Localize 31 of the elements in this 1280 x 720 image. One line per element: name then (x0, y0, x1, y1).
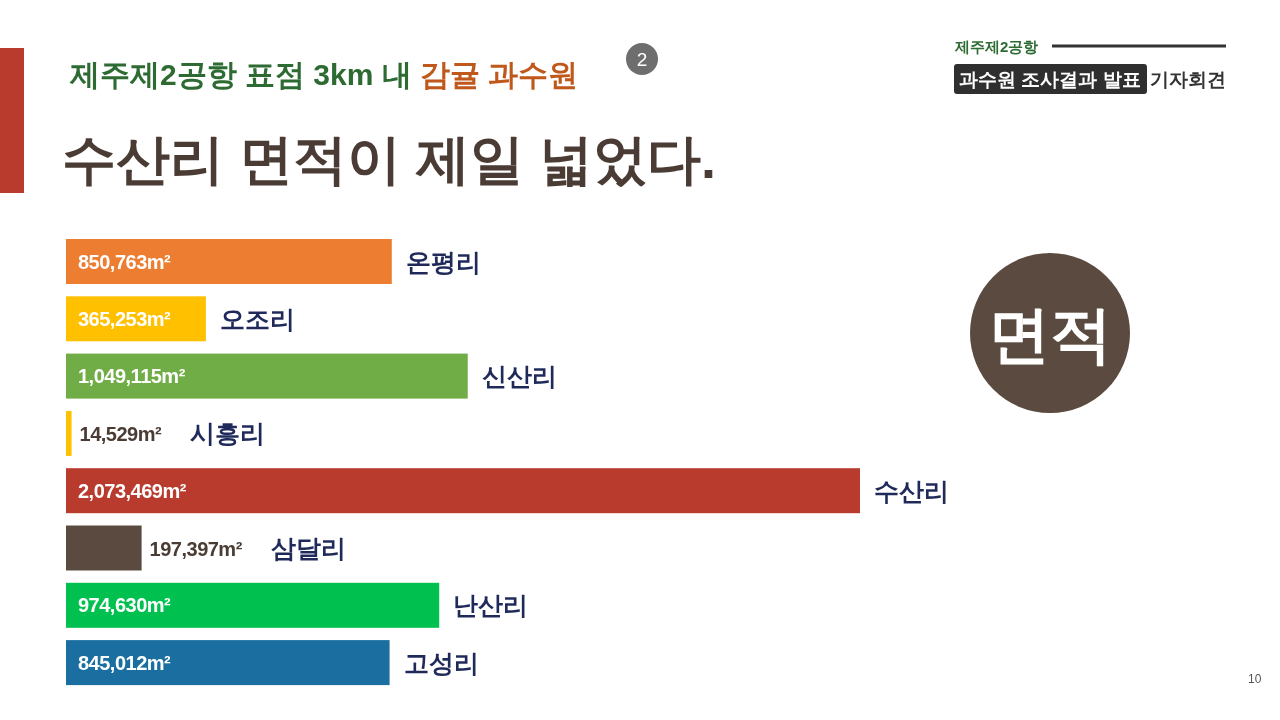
data-label: 850,763m² (78, 250, 172, 273)
y-tick-label: 삼달리 (270, 534, 346, 562)
y-tick-label: 고성리 (403, 648, 479, 677)
chart-title: 제주제2공항 표점 3km 내 감귤 과수원 (69, 58, 579, 91)
y-tick-label: 오조리 (219, 304, 295, 333)
bar (66, 525, 142, 571)
data-label: 14,529m² (79, 423, 163, 446)
y-tick-label: 신산리 (481, 362, 557, 391)
text: 기자회견 (1150, 69, 1226, 90)
bar (66, 640, 390, 686)
bar (66, 239, 392, 284)
y-tick-label: 난산리 (453, 591, 529, 620)
y-tick-label: 시흥리 (189, 419, 265, 448)
bar (66, 353, 468, 399)
text: 10 (1248, 672, 1262, 686)
y-tick-label: 온평리 (405, 247, 481, 276)
data-label: 974,630m² (78, 594, 172, 617)
data-label: 2,073,469m² (78, 479, 187, 502)
chart-subtitle: 수산리 면적이 제일 넓었다. (62, 129, 717, 189)
text: 면적 (988, 300, 1112, 369)
bar (66, 468, 860, 514)
text: 과수원 조사결과 발표 (959, 69, 1141, 90)
data-label: 845,012m² (78, 651, 172, 674)
bar (66, 582, 440, 628)
bar (66, 410, 72, 456)
data-label: 1,049,115m² (78, 365, 186, 388)
data-label: 197,397m² (149, 538, 243, 560)
y-tick-label: 수산리 (874, 476, 949, 505)
data-label: 365,253m² (78, 307, 172, 330)
text: 2 (636, 49, 648, 70)
text: 제주제2공항 (954, 38, 1039, 55)
